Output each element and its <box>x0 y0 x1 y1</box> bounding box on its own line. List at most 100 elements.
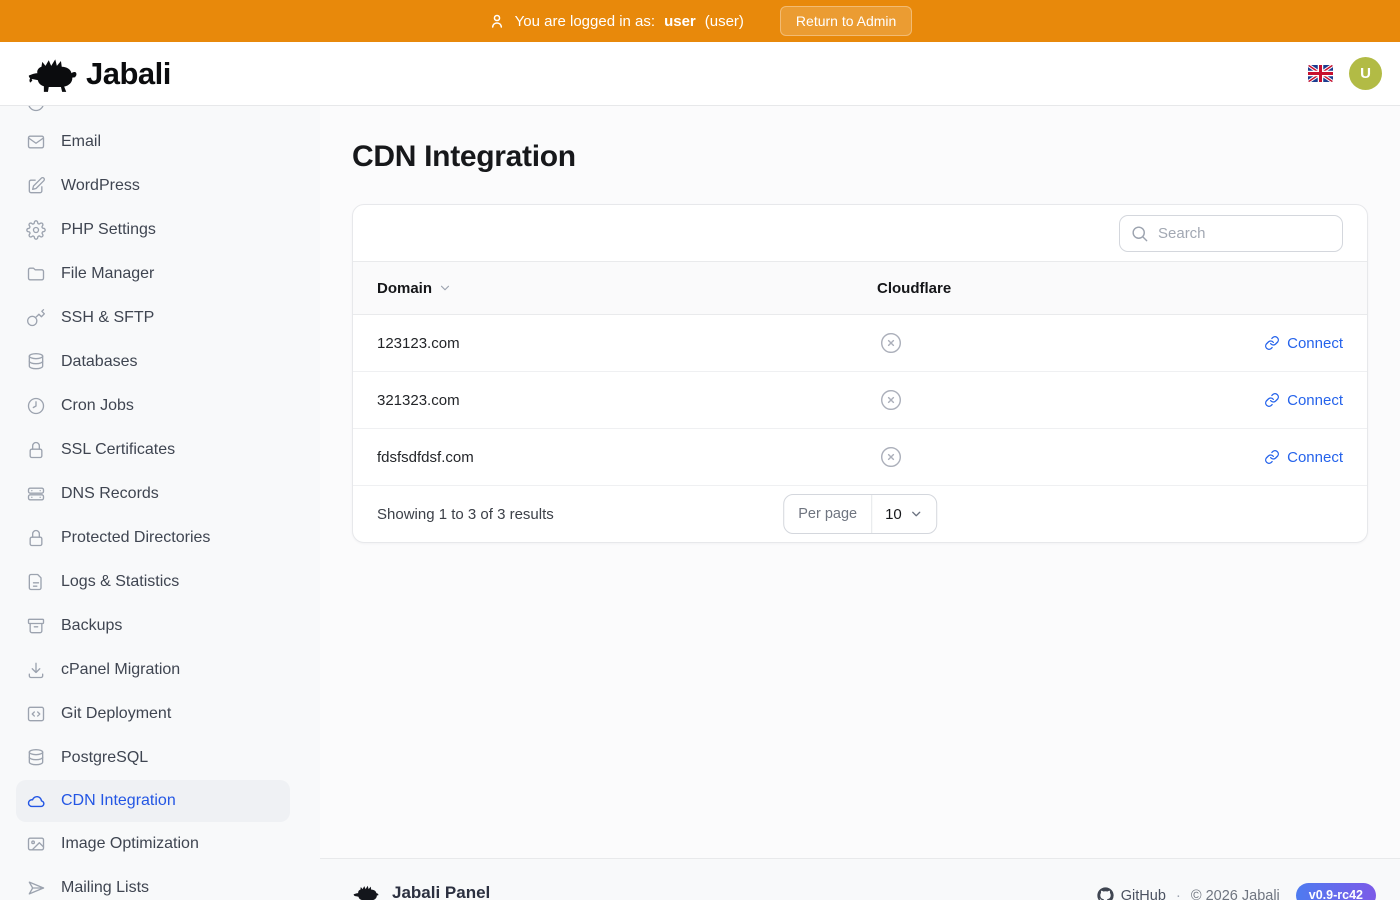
main-content: CDN Integration Domain Cloudflare <box>320 106 1400 900</box>
database-icon <box>26 352 46 372</box>
gear-icon <box>26 220 46 240</box>
boar-logo-icon <box>352 884 380 900</box>
user-avatar[interactable]: U <box>1349 57 1382 90</box>
image-icon <box>26 834 46 854</box>
sort-chevron-icon[interactable] <box>438 281 452 295</box>
folder-icon <box>26 264 46 284</box>
sidebar-item-postgresql[interactable]: PostgreSQL <box>0 736 320 780</box>
page-footer: Jabali Panel GitHub · © 2026 Jabali v0.9… <box>320 858 1400 900</box>
table-row: 321323.com Connect <box>353 372 1367 429</box>
footer-copyright: © 2026 Jabali <box>1190 887 1280 900</box>
app-header: Jabali U <box>0 42 1400 106</box>
cloud-icon <box>26 791 46 811</box>
table-row: 123123.com Connect <box>353 315 1367 372</box>
table-header: Domain Cloudflare <box>353 261 1367 315</box>
domain-cell: fdsfsdfdsf.com <box>377 448 474 466</box>
clock-icon <box>26 396 46 416</box>
footer-separator: · <box>1175 887 1181 900</box>
x-circle-icon <box>879 445 903 469</box>
sidebar-item-mailing-lists[interactable]: Mailing Lists <box>0 866 320 900</box>
sidebar-item-git-deployment[interactable]: Git Deployment <box>0 692 320 736</box>
sidebar-item-image-optimization[interactable]: Image Optimization <box>0 822 320 866</box>
logged-in-message: You are logged in as: user (user) <box>488 12 744 30</box>
boar-logo-icon <box>26 56 78 92</box>
lock-icon <box>26 440 46 460</box>
per-page-select[interactable]: 10 <box>872 495 936 533</box>
connect-link[interactable]: Connect <box>1264 392 1343 409</box>
server-icon <box>26 484 46 504</box>
sidebar-item-label: File Manager <box>61 265 155 282</box>
sidebar-item-label: CDN Integration <box>61 792 176 809</box>
per-page-label: Per page <box>784 495 873 533</box>
footer-brand: Jabali Panel <box>392 883 491 900</box>
logged-in-role: (user) <box>704 12 744 30</box>
edit-icon <box>26 176 46 196</box>
search-icon <box>1130 224 1149 243</box>
impersonation-bar: You are logged in as: user (user) Return… <box>0 0 1400 42</box>
return-to-admin-button[interactable]: Return to Admin <box>779 6 913 36</box>
domain-cell: 123123.com <box>377 334 460 352</box>
language-flag-icon[interactable] <box>1308 65 1333 82</box>
link-icon <box>1264 392 1280 408</box>
sidebar-item-label: PHP Settings <box>61 221 156 238</box>
document-icon <box>26 572 46 592</box>
database-icon <box>26 748 46 768</box>
search-box <box>1119 214 1343 252</box>
results-summary: Showing 1 to 3 of 3 results <box>377 505 554 523</box>
sidebar-item-label: Backups <box>61 617 123 634</box>
scrolled-item-icon <box>26 106 46 113</box>
sidebar-item-ssl-certificates[interactable]: SSL Certificates <box>0 428 320 472</box>
code-icon <box>26 704 46 724</box>
table-footer: Showing 1 to 3 of 3 results Per page 10 <box>353 486 1367 542</box>
github-icon <box>1097 887 1114 900</box>
sidebar-item-protected-directories[interactable]: Protected Directories <box>0 516 320 560</box>
brand-logo[interactable]: Jabali <box>26 56 171 92</box>
sidebar-item-ssh-sftp[interactable]: SSH & SFTP <box>0 296 320 340</box>
sidebar-item-wordpress[interactable]: WordPress <box>0 164 320 208</box>
logged-in-username: user <box>664 12 696 30</box>
github-link[interactable]: GitHub <box>1097 887 1166 900</box>
connect-link[interactable]: Connect <box>1264 449 1343 466</box>
search-input[interactable] <box>1119 214 1343 252</box>
sidebar-item-dns-records[interactable]: DNS Records <box>0 472 320 516</box>
sidebar-item-databases[interactable]: Databases <box>0 340 320 384</box>
sidebar-item-label: SSH & SFTP <box>61 309 155 326</box>
sidebar-item-label: Mailing Lists <box>61 879 150 896</box>
download-icon <box>26 660 46 680</box>
sidebar-item-file-manager[interactable]: File Manager <box>0 252 320 296</box>
link-icon <box>1264 449 1280 465</box>
domain-cell: 321323.com <box>377 391 460 409</box>
sidebar-item-backups[interactable]: Backups <box>0 604 320 648</box>
brand-name: Jabali <box>86 55 171 91</box>
sidebar-item-cpanel-migration[interactable]: cPanel Migration <box>0 648 320 692</box>
sidebar-item-logs-statistics[interactable]: Logs & Statistics <box>0 560 320 604</box>
page-title: CDN Integration <box>352 140 576 173</box>
connect-link[interactable]: Connect <box>1264 335 1343 352</box>
sidebar-nav: Email WordPress PHP Settings File Manage… <box>0 106 320 900</box>
key-icon <box>26 308 46 328</box>
envelope-icon <box>26 132 46 152</box>
logged-in-prefix: You are logged in as: <box>514 12 656 30</box>
archive-icon <box>26 616 46 636</box>
sidebar-item-label: WordPress <box>61 177 140 194</box>
x-circle-icon <box>879 331 903 355</box>
sidebar-item-label: Git Deployment <box>61 705 172 722</box>
cdn-table-card: Domain Cloudflare 123123.com <box>352 204 1368 543</box>
column-header-domain[interactable]: Domain <box>377 279 433 297</box>
paper-plane-icon <box>26 878 46 898</box>
column-header-cloudflare: Cloudflare <box>877 279 952 297</box>
sidebar-item-php-settings[interactable]: PHP Settings <box>0 208 320 252</box>
sidebar-item-label: cPanel Migration <box>61 661 181 678</box>
sidebar-item-label: Protected Directories <box>61 529 211 546</box>
sidebar-item-label: Databases <box>61 353 138 370</box>
sidebar-item-email[interactable]: Email <box>0 120 320 164</box>
x-circle-icon <box>879 388 903 412</box>
link-icon <box>1264 335 1280 351</box>
sidebar-item-cdn-integration[interactable]: CDN Integration <box>16 780 290 822</box>
sidebar-item-label: Logs & Statistics <box>61 573 180 590</box>
sidebar-item-cron-jobs[interactable]: Cron Jobs <box>0 384 320 428</box>
table-row: fdsfsdfdsf.com Connect <box>353 429 1367 486</box>
user-icon <box>488 12 506 30</box>
version-badge: v0.9-rc42 <box>1295 883 1376 900</box>
per-page-control: Per page 10 <box>783 494 937 534</box>
